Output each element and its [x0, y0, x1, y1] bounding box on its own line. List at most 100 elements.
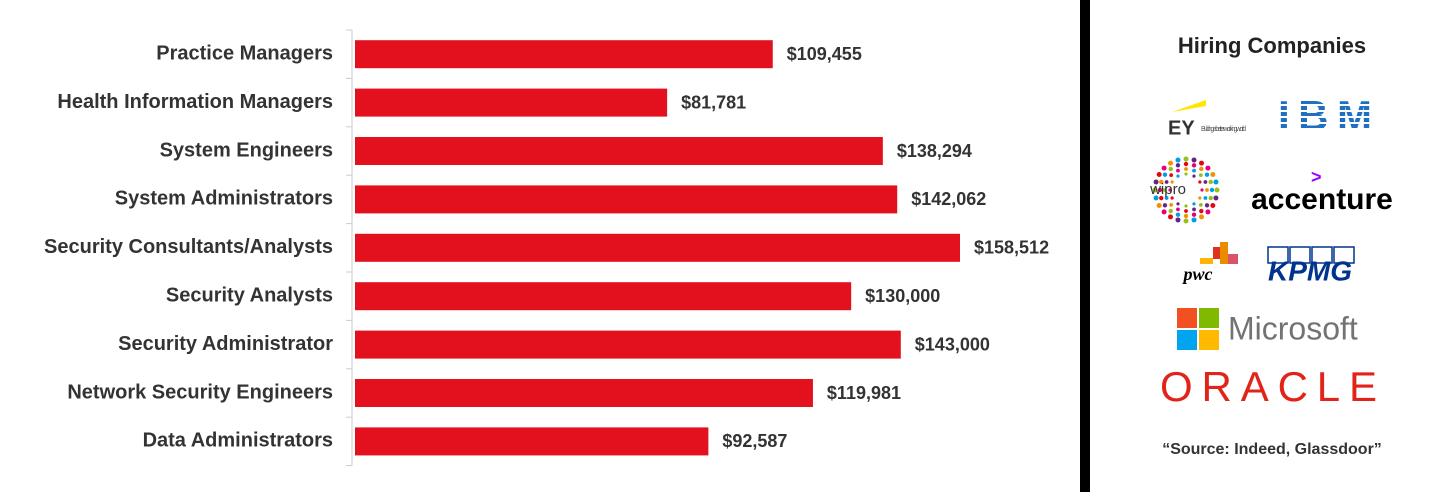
- value-label: $92,587: [722, 431, 787, 451]
- wipro-dot: [1199, 166, 1204, 172]
- value-label: $158,512: [974, 238, 1049, 258]
- wipro-dot: [1184, 167, 1188, 171]
- bar: [355, 185, 898, 214]
- wipro-dot: [1199, 160, 1204, 166]
- wipro-dot: [1168, 166, 1173, 172]
- wipro-dot: [1175, 212, 1181, 217]
- wipro-dot: [1168, 214, 1173, 220]
- logo-pwc-blocks: [1200, 242, 1238, 264]
- wipro-dot: [1168, 208, 1173, 214]
- category-label: Security Consultants/Analysts: [44, 236, 333, 258]
- wipro-dot: [1205, 188, 1209, 192]
- wipro-dot: [1199, 208, 1204, 214]
- wipro-dot: [1192, 207, 1196, 212]
- wipro-dot: [1200, 188, 1204, 192]
- wipro-dot: [1156, 172, 1162, 177]
- wipro-dot: [1198, 173, 1203, 178]
- wipro-dot: [1191, 157, 1197, 163]
- wipro-dot: [1183, 161, 1189, 167]
- wipro-dot: [1208, 195, 1213, 201]
- wipro-dot: [1164, 196, 1169, 200]
- wipro-dot: [1162, 172, 1168, 177]
- wipro-dot: [1191, 163, 1197, 168]
- category-label: Health Information Managers: [57, 91, 333, 113]
- wipro-dot: [1153, 179, 1159, 185]
- wipro-dot: [1205, 165, 1211, 171]
- logo-pwc: pwc: [1182, 264, 1213, 284]
- logo-kpmg: KPMG: [1268, 255, 1352, 286]
- wipro-dot: [1175, 157, 1181, 163]
- accenture-mark: >: [1311, 167, 1322, 187]
- wipro-dot: [1170, 180, 1174, 184]
- wipro-dot: [1169, 173, 1174, 178]
- logo-ibm-stripes: [1275, 104, 1377, 130]
- wipro-dot: [1161, 209, 1167, 215]
- value-label: $142,062: [911, 189, 986, 209]
- wipro-dot: [1208, 179, 1213, 185]
- wipro-dot: [1213, 179, 1219, 185]
- logo-tagline: Building a better working world: [1201, 126, 1246, 133]
- logo-microsoft-squares: [1177, 308, 1219, 350]
- category-label: Practice Managers: [156, 42, 333, 64]
- source-note: “Source: Indeed, Glassdoor”: [1162, 441, 1382, 458]
- value-label: $130,000: [865, 286, 940, 306]
- wipro-dot: [1159, 195, 1164, 201]
- wipro-dot: [1175, 163, 1181, 168]
- category-label: System Administrators: [115, 188, 333, 210]
- wipro-dot: [1183, 156, 1189, 162]
- wipro-dot: [1205, 209, 1211, 215]
- wipro-dot: [1191, 212, 1197, 217]
- wipro-dot: [1192, 168, 1196, 173]
- category-label: System Engineers: [160, 139, 333, 161]
- wipro-dot: [1168, 160, 1173, 166]
- bar: [355, 137, 883, 165]
- wipro-dot: [1176, 168, 1180, 173]
- wipro-dot: [1203, 180, 1208, 184]
- category-label: Security Analysts: [166, 284, 333, 306]
- wipro-dot: [1176, 207, 1180, 212]
- wipro-dot: [1176, 174, 1180, 178]
- wipro-dot: [1156, 203, 1162, 208]
- value-label: $109,455: [787, 44, 862, 64]
- wipro-dot: [1203, 196, 1208, 200]
- wipro-dot: [1192, 202, 1196, 206]
- bar: [355, 88, 668, 117]
- wipro-dot: [1213, 195, 1219, 201]
- bar: [355, 330, 901, 359]
- wipro-dot: [1198, 196, 1202, 200]
- wipro-dot: [1210, 203, 1216, 208]
- wipro-dot: [1175, 217, 1181, 223]
- wipro-dot: [1153, 195, 1159, 201]
- bar: [355, 379, 813, 407]
- ey-mark: [1172, 100, 1206, 112]
- wipro-dot: [1152, 187, 1158, 193]
- wipro-dot: [1170, 196, 1174, 200]
- wipro-dot: [1199, 214, 1204, 220]
- wipro-dot: [1159, 179, 1164, 185]
- wipro-dot: [1204, 203, 1210, 208]
- wipro-dot: [1183, 218, 1189, 224]
- wipro-dot: [1162, 203, 1168, 208]
- logo-microsoft: Microsoft: [1228, 310, 1358, 346]
- category-label: Network Security Engineers: [67, 381, 333, 403]
- category-label: Security Administrator: [118, 333, 333, 355]
- logo-wipro-dots: [1152, 156, 1220, 224]
- wipro-dot: [1164, 180, 1169, 184]
- logo-text: EY: [1168, 117, 1195, 139]
- wipro-dot: [1191, 217, 1197, 223]
- bar: [355, 233, 960, 262]
- logo-kpmg-boxes: [1267, 246, 1355, 264]
- wipro-dot: [1184, 209, 1188, 213]
- category-label: Data Administrators: [143, 430, 333, 452]
- logo-oracle: ORACLE: [1160, 363, 1380, 410]
- wipro-dot: [1168, 188, 1172, 192]
- bar: [355, 282, 852, 311]
- wipro-dot: [1163, 188, 1167, 192]
- logo-ibm: IBM: [1278, 92, 1374, 139]
- wipro-dot: [1184, 204, 1188, 208]
- logo-ey: EY Building a better working world: [1168, 100, 1246, 139]
- value-label: $81,781: [681, 92, 746, 112]
- value-label: $143,000: [915, 334, 990, 354]
- wipro-dot: [1214, 187, 1220, 193]
